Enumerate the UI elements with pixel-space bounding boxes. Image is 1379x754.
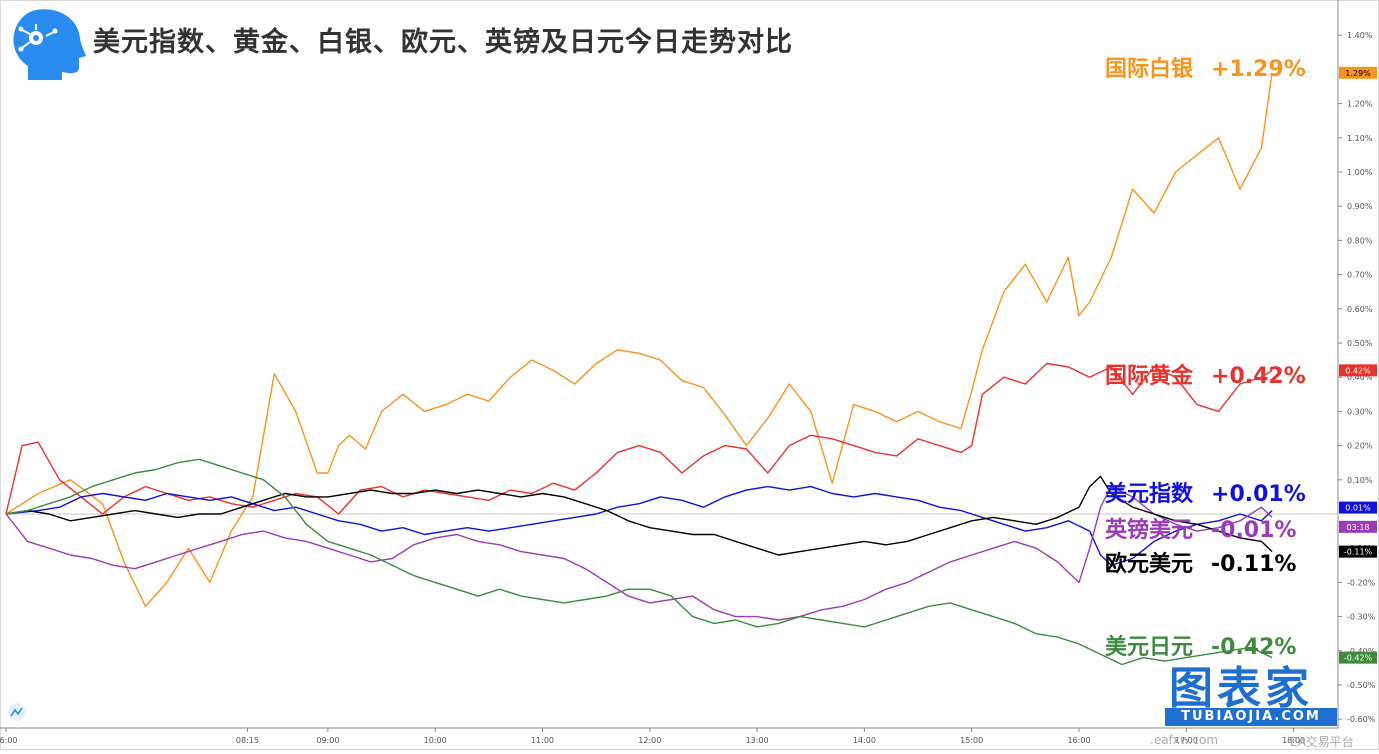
tag-time-bg	[1339, 520, 1377, 533]
y-tick-label: -0.30%	[1347, 613, 1376, 622]
x-tick-label: 09:00	[316, 736, 339, 745]
x-tick-label: 11:00	[531, 736, 554, 745]
series-line-gold	[5, 362, 1273, 515]
ai-head-logo-icon	[6, 6, 90, 80]
x-tick-label: 18:00	[1282, 736, 1305, 745]
y-tick-label: 1.00%	[1347, 168, 1373, 177]
brand-name: 图表家	[1169, 663, 1313, 714]
y-tick-label: 0.60%	[1347, 305, 1373, 314]
legend-gold-name: 国际黄金	[1105, 364, 1194, 389]
series-line-gbp	[5, 485, 1273, 621]
legend-gold: 国际黄金 +0.42%	[1105, 358, 1306, 390]
watermark-domain: .eafxw.com	[1150, 733, 1219, 747]
legend-dxy-change: +0.01%	[1211, 482, 1306, 507]
chart-title: 美元指数、黄金、白银、欧元、英镑及日元今日走势对比	[93, 27, 793, 58]
legend-jpy: 美元日元 -0.42%	[1105, 629, 1296, 661]
series-line-dxy	[5, 485, 1273, 566]
tag-eur-bg	[1339, 545, 1377, 558]
y-tick-label: 0.50%	[1347, 339, 1373, 348]
legend-eur-change: -0.11%	[1211, 552, 1297, 577]
tubiaojia-logo: 图表家 TUBIAOJIA.COM	[1165, 656, 1337, 728]
legend-gbp-change: -0.01%	[1211, 518, 1297, 543]
tag-jpy-bg	[1339, 651, 1377, 664]
tag-gold-label: 0.42%	[1345, 366, 1371, 375]
legend-dxy: 美元指数 +0.01%	[1105, 476, 1306, 508]
y-tick-label: 0.30%	[1347, 407, 1373, 416]
x-tick-label: 12:00	[638, 736, 661, 745]
series-line-silver	[5, 72, 1273, 607]
tag-dxy-bg	[1339, 501, 1377, 514]
tag-silver-bg	[1339, 66, 1377, 79]
y-tick-label: 0.80%	[1347, 236, 1373, 245]
legend-gbp-name: 英镑美元	[1105, 518, 1194, 543]
legend-gold-change: +0.42%	[1211, 364, 1306, 389]
brand-domain: TUBIAOJIA.COM	[1165, 708, 1337, 726]
legend-dxy-name: 美元指数	[1105, 482, 1194, 507]
y-tick-label: 1.20%	[1347, 100, 1373, 109]
y-tick-label: 0.40%	[1347, 373, 1373, 382]
x-tick-label: 08:15	[236, 736, 259, 745]
series-line-eur	[5, 475, 1273, 556]
tag-jpy-label: -0.42%	[1344, 654, 1373, 663]
x-tick-label: 10:00	[424, 736, 447, 745]
tag-time-label: 03:18	[1346, 523, 1369, 532]
y-tick-label: -0.50%	[1347, 681, 1376, 690]
y-tick-label: 0.20%	[1347, 442, 1373, 451]
y-tick-label: -0.20%	[1347, 578, 1376, 587]
y-tick-label: 1.40%	[1347, 31, 1373, 40]
legend-silver-change: +1.29%	[1211, 57, 1306, 82]
tag-silver-label: 1.29%	[1345, 69, 1371, 78]
legend-jpy-change: -0.42%	[1211, 635, 1297, 660]
x-tick-label: 14:00	[853, 736, 876, 745]
tag-eur-label: -0.11%	[1344, 548, 1373, 557]
y-tick-label: 0.10%	[1347, 476, 1373, 485]
tv-logo-mark	[10, 707, 23, 717]
x-tick-label: 06:00	[0, 736, 18, 745]
series-line-jpy	[5, 458, 1273, 666]
y-tick-label: 0.90%	[1347, 202, 1373, 211]
legend-gbp: 英镑美元 -0.01%	[1105, 512, 1296, 544]
y-tick-label: -0.40%	[1347, 647, 1376, 656]
tag-dxy-label: 0.01%	[1345, 504, 1371, 513]
legend-jpy-name: 美元日元	[1105, 635, 1194, 660]
x-tick-label: 16:00	[1067, 736, 1090, 745]
legend-eur-name: 欧元美元	[1105, 552, 1194, 577]
y-tick-label: -0.60%	[1347, 715, 1376, 724]
y-tick-label: 1.10%	[1347, 134, 1373, 143]
tag-gold-bg	[1339, 364, 1377, 377]
legend-silver: 国际白银 +1.29%	[1105, 51, 1306, 83]
x-tick-label: 17:00	[1175, 736, 1198, 745]
legend-eur: 欧元美元 -0.11%	[1105, 546, 1296, 578]
y-tick-label: 0.70%	[1347, 271, 1373, 280]
legend-silver-name: 国际白银	[1105, 57, 1194, 82]
x-tick-label: 13:00	[746, 736, 769, 745]
x-tick-label: 15:00	[960, 736, 983, 745]
watermark-platform: EA交易平台	[1290, 735, 1354, 749]
